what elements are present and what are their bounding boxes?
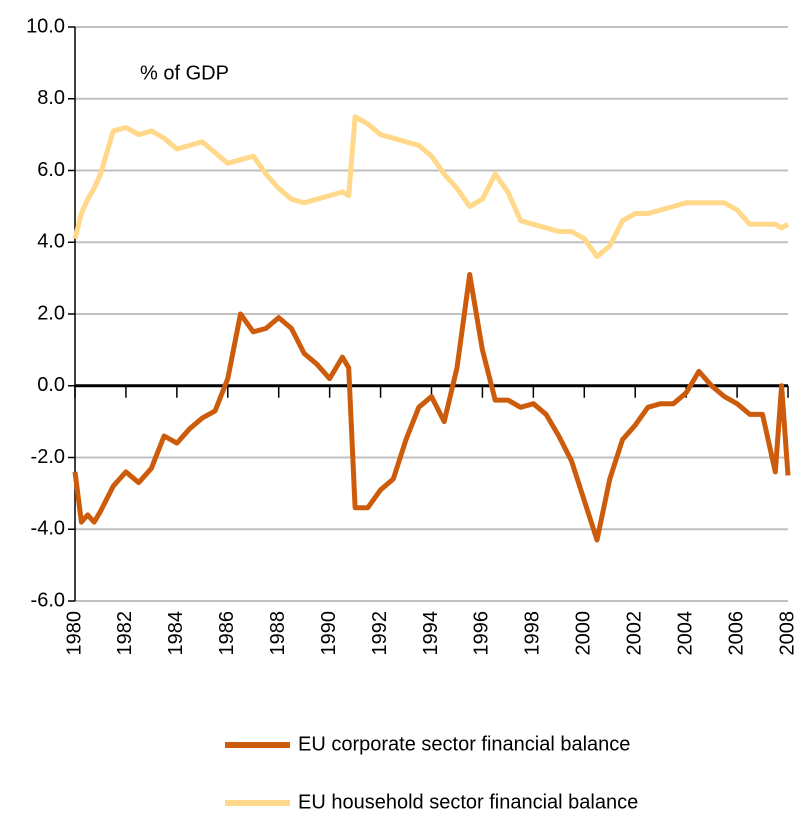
x-tick-label: 1986 [216,611,238,656]
legend-label: EU household sector financial balance [298,791,638,813]
x-tick-label: 1990 [318,611,340,656]
x-tick-label: 1982 [114,611,136,656]
y-tick-label: -4.0 [31,518,65,540]
series-line [72,272,791,543]
x-tick-label: 1996 [471,611,493,656]
series-line [72,114,790,260]
y-tick-label: 4.0 [37,231,65,253]
x-tick-label: 1992 [369,611,391,656]
x-tick-label: 1984 [165,611,187,656]
x-tick-label: 2002 [623,611,645,656]
x-tick-label: 2000 [573,611,595,656]
x-tick-label: 2006 [725,611,747,656]
y-tick-label: 10.0 [26,15,65,37]
y-tick-label: 2.0 [37,302,65,324]
x-tick-label: 1998 [522,611,544,656]
y-tick-label: 6.0 [37,159,65,181]
x-tick-label: 1988 [267,611,289,656]
x-tick-label: 1980 [63,611,85,656]
annotation: % of GDP [140,62,229,84]
x-tick-label: 2004 [674,611,696,656]
y-tick-label: 8.0 [37,87,65,109]
x-tick-label: 2008 [776,611,798,656]
y-tick-label: -2.0 [31,446,65,468]
y-tick-label: -6.0 [31,589,65,611]
y-tick-label: 0.0 [37,374,65,396]
legend-label: EU corporate sector financial balance [298,733,630,755]
x-tick-label: 1994 [420,611,442,656]
